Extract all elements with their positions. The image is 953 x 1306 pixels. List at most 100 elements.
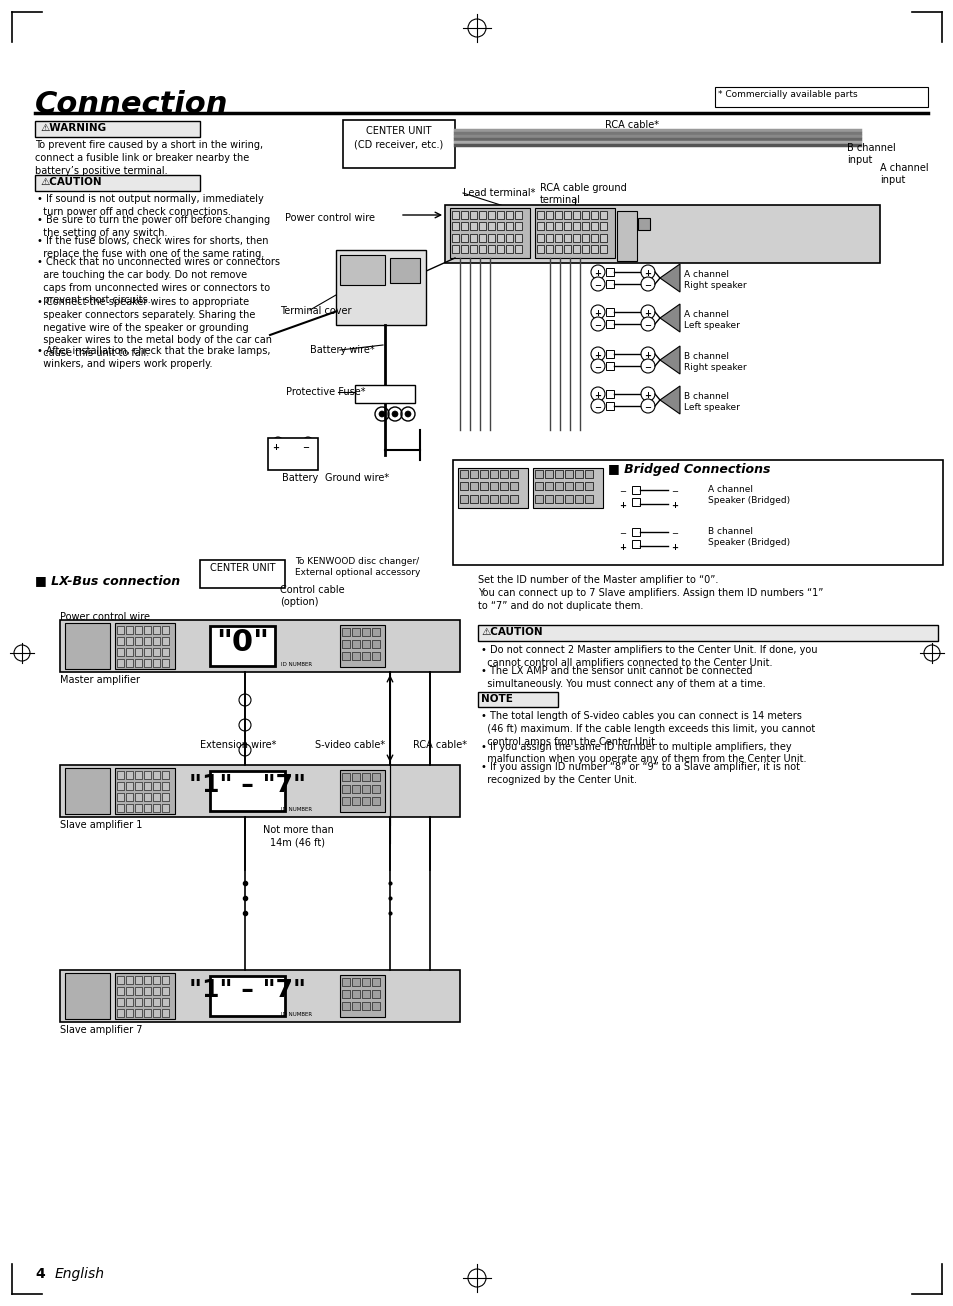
Bar: [599, 246, 606, 253]
Bar: [144, 771, 151, 778]
Circle shape: [640, 277, 655, 291]
Text: English: English: [55, 1267, 105, 1281]
Text: • If the fuse blows, check wires for shorts, then
  replace the fuse with one of: • If the fuse blows, check wires for sho…: [37, 236, 268, 259]
Bar: [497, 246, 503, 253]
Bar: [631, 539, 639, 549]
Bar: [581, 234, 588, 242]
Bar: [617, 212, 637, 261]
Bar: [352, 990, 359, 998]
Bar: [162, 1010, 169, 1017]
Text: "0": "0": [216, 628, 269, 657]
Bar: [339, 255, 385, 285]
Circle shape: [392, 994, 403, 1006]
Circle shape: [239, 693, 251, 707]
Bar: [144, 987, 151, 995]
Bar: [361, 773, 370, 781]
Circle shape: [239, 720, 251, 731]
Circle shape: [420, 646, 427, 653]
Circle shape: [392, 978, 403, 990]
Bar: [452, 212, 458, 219]
Circle shape: [417, 773, 430, 785]
Bar: [490, 470, 497, 478]
Circle shape: [640, 400, 655, 413]
Bar: [537, 234, 543, 242]
Text: −: −: [594, 363, 601, 372]
Circle shape: [709, 222, 729, 242]
Bar: [152, 626, 160, 633]
Bar: [535, 495, 542, 503]
Text: * Commercially available parts: * Commercially available parts: [718, 90, 857, 99]
Bar: [352, 797, 359, 804]
Bar: [564, 470, 573, 478]
Bar: [144, 626, 151, 633]
Bar: [479, 482, 488, 490]
Bar: [117, 771, 124, 778]
Bar: [584, 482, 593, 490]
Bar: [535, 208, 615, 259]
Bar: [144, 998, 151, 1006]
Text: • The LX AMP and the sensor unit cannot be connected
  simultaneously. You must : • The LX AMP and the sensor unit cannot …: [480, 666, 765, 688]
Bar: [152, 804, 160, 812]
Bar: [515, 212, 521, 219]
Bar: [575, 482, 582, 490]
Circle shape: [378, 411, 385, 417]
Bar: [361, 1002, 370, 1010]
Bar: [478, 246, 485, 253]
Bar: [352, 652, 359, 660]
Text: • Be sure to turn the power off before changing
  the setting of any switch.: • Be sure to turn the power off before c…: [37, 215, 270, 238]
Text: A channel
input: A channel input: [879, 163, 927, 185]
Bar: [535, 470, 542, 478]
Circle shape: [734, 222, 754, 242]
Bar: [135, 782, 142, 790]
Bar: [341, 978, 350, 986]
Circle shape: [395, 996, 400, 1003]
Bar: [573, 212, 579, 219]
Bar: [537, 222, 543, 230]
Bar: [555, 495, 562, 503]
Bar: [555, 222, 561, 230]
Circle shape: [405, 773, 416, 785]
Bar: [460, 212, 468, 219]
Bar: [584, 495, 593, 503]
Bar: [477, 692, 558, 707]
Circle shape: [392, 789, 403, 801]
Circle shape: [296, 639, 313, 654]
Bar: [126, 976, 132, 983]
Bar: [126, 804, 132, 812]
Bar: [162, 782, 169, 790]
Bar: [545, 222, 553, 230]
Bar: [460, 246, 468, 253]
Bar: [714, 88, 927, 107]
Bar: [555, 470, 562, 478]
Bar: [372, 652, 379, 660]
Bar: [162, 626, 169, 633]
Text: +: +: [273, 443, 279, 452]
Polygon shape: [659, 304, 679, 332]
Bar: [60, 970, 459, 1023]
Text: RCA cable*: RCA cable*: [604, 120, 659, 131]
Text: +: +: [644, 351, 651, 360]
Bar: [135, 987, 142, 995]
Bar: [488, 234, 495, 242]
Bar: [343, 120, 455, 168]
Bar: [510, 470, 517, 478]
Circle shape: [804, 227, 814, 236]
Bar: [563, 222, 571, 230]
Text: Master amplifier: Master amplifier: [60, 675, 140, 686]
Bar: [477, 626, 937, 641]
Bar: [488, 212, 495, 219]
Text: Terminal cover: Terminal cover: [280, 306, 351, 316]
Bar: [135, 998, 142, 1006]
Bar: [144, 976, 151, 983]
Bar: [372, 773, 379, 781]
Circle shape: [392, 411, 397, 417]
Bar: [470, 212, 476, 219]
Bar: [117, 637, 124, 645]
Bar: [581, 212, 588, 219]
Text: −: −: [671, 487, 678, 496]
Text: RCA cable ground
terminal: RCA cable ground terminal: [539, 183, 626, 205]
Bar: [117, 793, 124, 801]
Bar: [361, 652, 370, 660]
Bar: [488, 222, 495, 230]
Bar: [470, 495, 477, 503]
